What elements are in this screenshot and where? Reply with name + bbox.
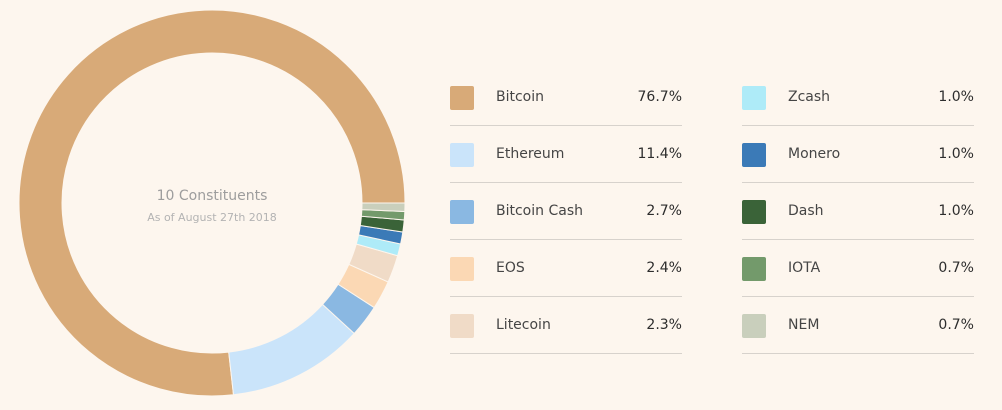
- legend-value: 0.7%: [938, 317, 974, 333]
- donut-slice-nem: [361, 202, 406, 213]
- donut-slice-ethereum: [228, 303, 355, 396]
- legend-item-bitcoin-cash: Bitcoin Cash 2.7%: [450, 184, 682, 240]
- donut-chart: 10 Constituents As of August 27th 2018: [0, 0, 430, 410]
- legend-value: 0.7%: [938, 260, 974, 276]
- chart-title: 10 Constituents: [156, 188, 268, 204]
- legend-item-ethereum: Ethereum 11.4%: [450, 127, 682, 183]
- legend-value: 76.7%: [637, 89, 682, 105]
- legend-item-dash: Dash 1.0%: [742, 184, 974, 240]
- legend-swatch: [742, 200, 766, 224]
- legend-item-monero: Monero 1.0%: [742, 127, 974, 183]
- legend-value: 1.0%: [938, 203, 974, 219]
- legend-swatch: [450, 200, 474, 224]
- legend-swatch: [742, 86, 766, 110]
- legend-label: Bitcoin: [496, 89, 545, 105]
- legend-item-eos: EOS 2.4%: [450, 241, 682, 297]
- legend-swatch: [450, 314, 474, 338]
- chart-subtitle: As of August 27th 2018: [147, 211, 277, 224]
- legend-value: 1.0%: [938, 146, 974, 162]
- legend-label: Zcash: [788, 89, 831, 105]
- legend-swatch: [742, 257, 766, 281]
- legend-value: 2.7%: [646, 203, 682, 219]
- legend-column-left: Bitcoin 76.7% Ethereum 11.4% Bitcoin Cash 2.7…: [450, 70, 682, 354]
- legend-label: IOTA: [788, 260, 821, 276]
- legend-swatch: [742, 143, 766, 167]
- legend-label: Litecoin: [496, 317, 551, 333]
- legend-label: Monero: [788, 146, 841, 162]
- legend-value: 1.0%: [938, 89, 974, 105]
- legend-swatch: [450, 86, 474, 110]
- legend-label: Ethereum: [496, 146, 565, 162]
- legend-label: NEM: [788, 317, 820, 333]
- legend-value: 2.4%: [646, 260, 682, 276]
- legend-label: Bitcoin Cash: [496, 203, 583, 219]
- legend-value: 11.4%: [637, 146, 682, 162]
- legend-value: 2.3%: [646, 317, 682, 333]
- legend-column-right: Zcash 1.0% Monero 1.0% Dash 1.0% IOTA 0.7% NEM 0.…: [742, 70, 974, 354]
- legend-label: Dash: [788, 203, 824, 219]
- legend-item-bitcoin: Bitcoin 76.7%: [450, 70, 682, 126]
- legend-swatch: [450, 257, 474, 281]
- legend-swatch: [450, 143, 474, 167]
- donut-svg: [18, 9, 406, 397]
- legend-item-nem: NEM 0.7%: [742, 298, 974, 354]
- legend-label: EOS: [496, 260, 525, 276]
- donut-slice-bitcoin: [18, 9, 406, 397]
- legend-swatch: [742, 314, 766, 338]
- legend-item-zcash: Zcash 1.0%: [742, 70, 974, 126]
- legend-item-litecoin: Litecoin 2.3%: [450, 298, 682, 354]
- legend-item-iota: IOTA 0.7%: [742, 241, 974, 297]
